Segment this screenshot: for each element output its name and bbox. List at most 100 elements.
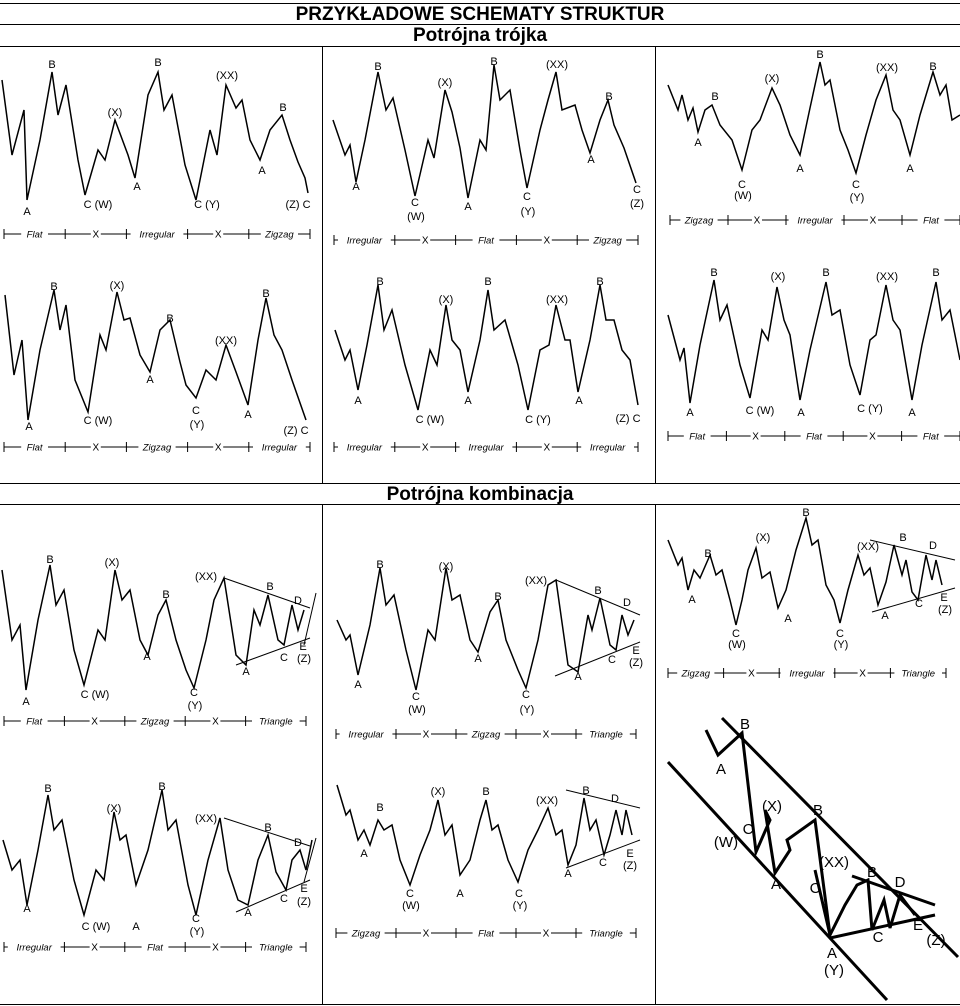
section-title-triple-three: Potrójna trójka [0, 25, 960, 47]
wave-label: (XX) [216, 70, 238, 82]
column-divider [322, 505, 323, 1005]
legend-label: Triangle [901, 669, 935, 680]
legend-label: Irregular [17, 943, 53, 954]
wave-label: C [608, 654, 616, 666]
wave-label: A [360, 848, 368, 860]
legend-label: X [543, 730, 550, 741]
column-divider [322, 47, 323, 483]
wave-label: C [192, 405, 200, 417]
wave-label: (Y) [513, 900, 528, 912]
wave-label: (Z) C [283, 425, 308, 437]
wave-label: A [796, 163, 804, 175]
legend-label: Triangle [589, 730, 623, 741]
column-divider [655, 505, 656, 1005]
wave-label: (W) [728, 639, 746, 651]
structure-legend: Zigzag X Irregular X Triangle [667, 667, 947, 680]
wave-label: C [743, 821, 754, 838]
wave-label: A [881, 610, 889, 622]
legend-label: Zigzag [351, 929, 381, 940]
legend-label-bg [420, 441, 431, 453]
legend-label-bg [582, 927, 630, 939]
legend-label: Flat [806, 432, 822, 443]
wave-label: E [632, 645, 639, 657]
channel-line [666, 760, 889, 1002]
wave-label: D [611, 793, 619, 805]
structure-legend: Irregular X Zigzag X Triangle [335, 728, 637, 741]
wave-label: (XX) [195, 813, 217, 825]
legend-label: Flat [923, 216, 939, 227]
legend-label: X [91, 717, 98, 728]
legend-label-bg [683, 430, 711, 442]
wave-label: C [633, 184, 641, 196]
legend-label: X [752, 432, 759, 443]
legend-label-bg [420, 234, 431, 246]
legend-label-bg [338, 234, 391, 246]
diagram-triple-three-1: B A C (W) (X) A B C (Y) (XX) A B (Z) C Flat X Irregul… [1, 57, 311, 241]
legend-label-bg [752, 214, 762, 226]
wave-label: A [146, 374, 154, 386]
structure-legend: Flat X Zigzag X Triangle [3, 715, 307, 728]
wave-label: B [605, 91, 612, 103]
wave-label: B [594, 585, 601, 597]
legend-label-bg [21, 441, 48, 453]
wave-label: (X) [771, 271, 786, 283]
wave-path [667, 61, 960, 176]
legend-label: X [422, 236, 429, 247]
legend-label: Irregular [468, 443, 504, 454]
legend-label-bg [467, 728, 505, 740]
wave-label: A [827, 945, 837, 962]
wave-label: (X) [107, 803, 122, 815]
wave-label: (W) [407, 211, 425, 223]
wave-label: (X) [439, 294, 454, 306]
wave-label: C [523, 191, 531, 203]
wave-label: B [48, 59, 55, 71]
legend-label: X [748, 669, 755, 680]
legend-label-bg [339, 728, 393, 740]
legend-label: Irregular [139, 230, 175, 241]
wave-label: B [374, 61, 381, 73]
wave-label: B [264, 822, 271, 834]
wave-label: C [732, 628, 740, 640]
wave-label: D [623, 597, 631, 609]
wave-label: A [574, 671, 582, 683]
legend-label-bg [582, 728, 630, 740]
wave-label: A [906, 163, 914, 175]
wave-path [336, 784, 633, 888]
wave-label: A [564, 868, 572, 880]
wave-label: C [738, 179, 746, 191]
wave-label: E [299, 641, 306, 653]
structure-legend: Irregular X Flat X Triangle [3, 941, 307, 954]
legend-label: X [215, 230, 222, 241]
diagram-triple-three-2: B A C (W) (X) A B C (Y) (XX) A B C (Z) Irregular X Flat X… [332, 56, 644, 247]
wave-label: B [899, 532, 906, 544]
legend-label-bg [421, 927, 431, 939]
legend-label: Irregular [262, 443, 298, 454]
wave-label: C [190, 687, 198, 699]
channel-line [235, 879, 311, 913]
structure-legend: Zigzag X Flat X Triangle [335, 927, 637, 940]
wave-label: B [376, 802, 383, 814]
legend-label: Zigzag [681, 669, 711, 680]
wave-label: (Y) [190, 419, 205, 431]
legend-label: X [869, 432, 876, 443]
wave-label: B [154, 57, 161, 69]
wave-label: A [354, 395, 362, 407]
legend-label-bg [253, 441, 306, 453]
channel-line [554, 641, 641, 677]
legend-label: Zigzag [684, 216, 714, 227]
legend-label: Irregular [347, 236, 383, 247]
wave-label: E [940, 592, 947, 604]
wave-label: D [294, 595, 302, 607]
legend-label-bg [780, 667, 834, 679]
wave-label: (X) [108, 107, 123, 119]
wave-label: B [266, 581, 273, 593]
channel-line [223, 577, 311, 609]
column-divider [655, 47, 656, 483]
wave-label: A [242, 666, 250, 678]
wave-label: D [895, 874, 906, 891]
legend-label-bg [130, 228, 184, 240]
wave-label: B [46, 554, 53, 566]
legend-label-bg [138, 441, 176, 453]
wave-label: A [908, 407, 916, 419]
